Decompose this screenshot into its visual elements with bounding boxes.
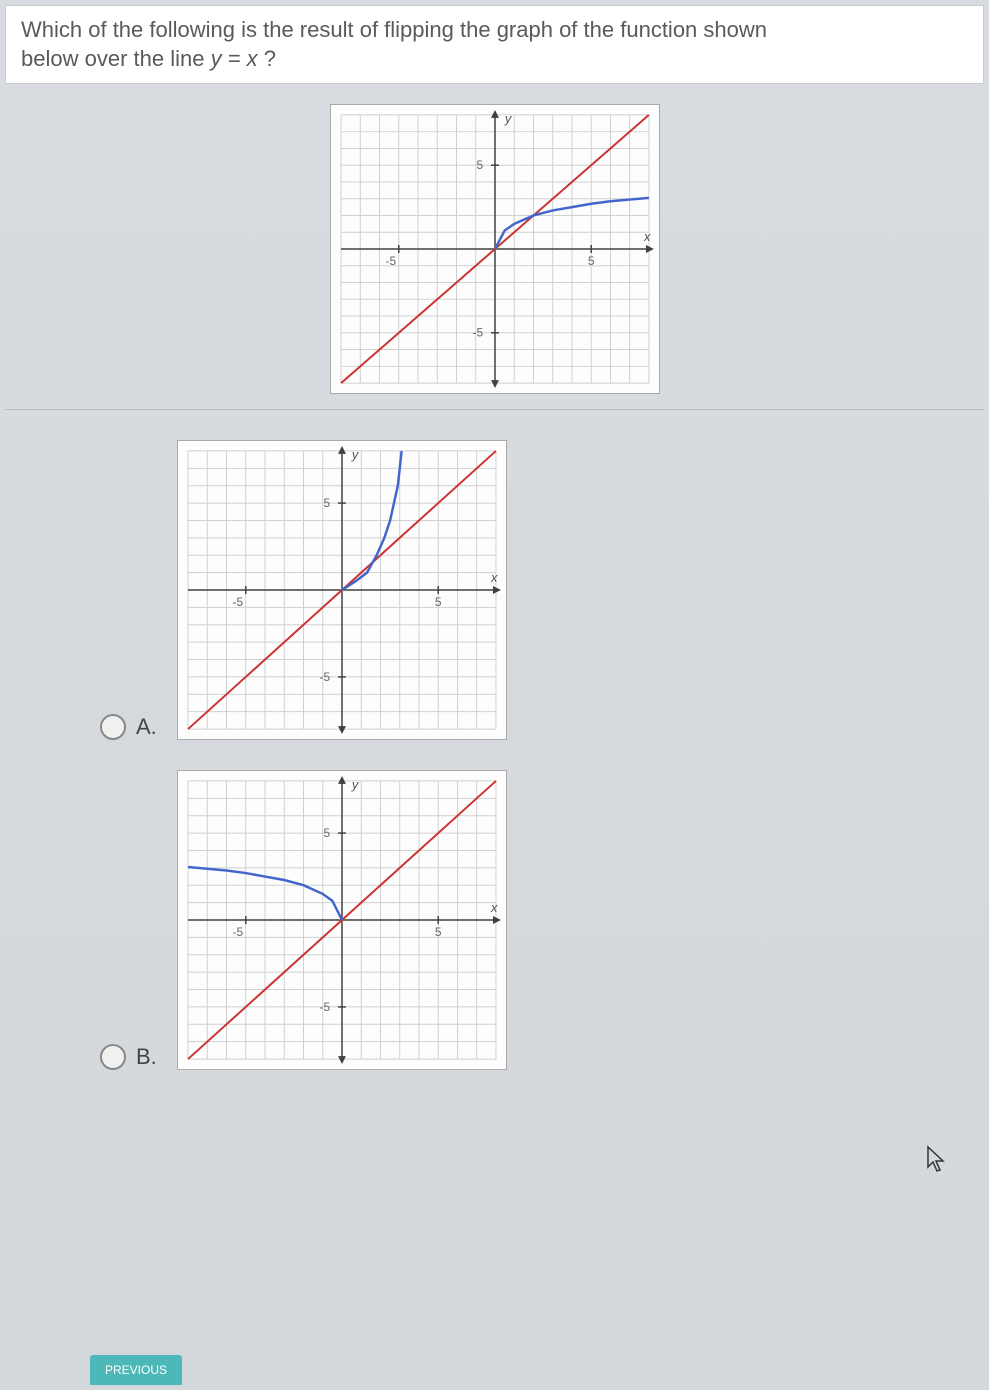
option-a-row: A. -5 5 5 -5 y x [100,440,989,740]
option-a-radio-group[interactable]: A. [100,714,157,740]
svg-text:-5: -5 [472,326,483,340]
option-b-radio-group[interactable]: B. [100,1044,157,1070]
prev-label: PREVIOUS [105,1363,167,1377]
svg-text:-5: -5 [319,1000,330,1014]
option-b-graph: -5 5 5 -5 y x [177,770,507,1070]
svg-text:x: x [642,229,650,244]
svg-text:-5: -5 [232,925,243,939]
radio-b[interactable] [100,1044,126,1070]
svg-text:-5: -5 [319,670,330,684]
main-graph-container: -5 5 5 -5 y x [0,104,989,394]
question-line1: Which of the following is the result of … [21,17,767,42]
svg-text:x: x [490,570,498,585]
svg-text:-5: -5 [385,254,396,268]
svg-text:y: y [351,447,360,462]
question-equation: y = x [211,46,258,71]
previous-button[interactable]: PREVIOUS [90,1355,182,1385]
svg-text:x: x [490,900,498,915]
option-b-label: B. [136,1044,157,1070]
question-line2-prefix: below over the line [21,46,211,71]
question-text: Which of the following is the result of … [21,16,968,73]
question-suffix: ? [264,46,276,71]
svg-text:y: y [503,111,512,126]
cursor-icon [925,1145,949,1182]
svg-text:5: 5 [435,595,442,609]
svg-text:5: 5 [476,158,483,172]
svg-text:y: y [351,777,360,792]
question-box: Which of the following is the result of … [5,5,984,84]
svg-text:5: 5 [323,496,330,510]
svg-text:5: 5 [323,826,330,840]
option-b-row: B. -5 5 5 -5 y x [100,770,989,1070]
option-a-label: A. [136,714,157,740]
option-a-graph: -5 5 5 -5 y x [177,440,507,740]
radio-a[interactable] [100,714,126,740]
svg-text:5: 5 [587,254,594,268]
divider [5,409,984,410]
main-graph: -5 5 5 -5 y x [330,104,660,394]
svg-text:5: 5 [435,925,442,939]
svg-text:-5: -5 [232,595,243,609]
